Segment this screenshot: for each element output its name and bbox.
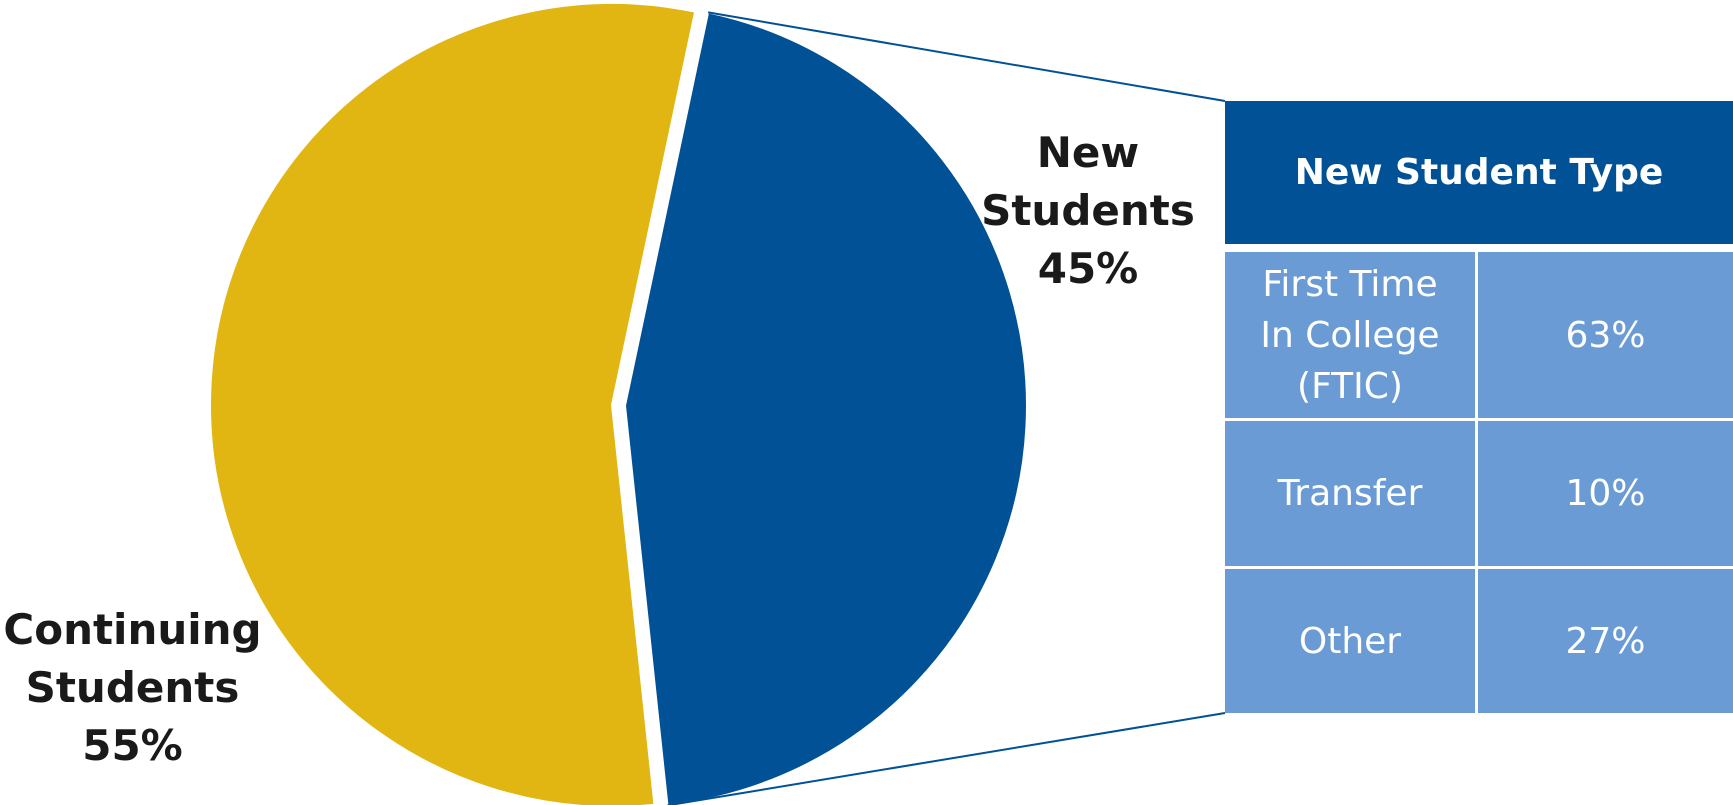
table-body: First Time In College (FTIC) 63% Transfe… bbox=[1225, 252, 1733, 713]
slice-label-continuing-line2: Students bbox=[25, 663, 240, 712]
type-line: First Time bbox=[1262, 263, 1438, 305]
table-cell-value: 27% bbox=[1478, 569, 1733, 713]
table-header: New Student Type bbox=[1225, 101, 1733, 244]
slice-label-continuing-line1: Continuing bbox=[3, 605, 262, 654]
slice-label-new-line1: New bbox=[1036, 128, 1140, 177]
type-line: In College bbox=[1260, 314, 1440, 356]
slice-value-new: 45% bbox=[1037, 244, 1139, 293]
table-cell-value: 63% bbox=[1478, 252, 1733, 418]
table-cell-type: First Time In College (FTIC) bbox=[1225, 252, 1475, 418]
type-line: (FTIC) bbox=[1297, 365, 1403, 407]
pie-slice-continuing-students bbox=[209, 2, 697, 805]
table-cell-value: 10% bbox=[1478, 421, 1733, 566]
table-row-transfer: Transfer 10% bbox=[1225, 421, 1733, 566]
slice-label-new-students: New Students 45% bbox=[968, 124, 1208, 298]
slice-value-continuing: 55% bbox=[82, 721, 183, 770]
connector-line-bottom bbox=[667, 712, 1226, 805]
table-row-other: Other 27% bbox=[1225, 569, 1733, 713]
table-cell-type: Other bbox=[1225, 569, 1475, 713]
slice-label-new-line2: Students bbox=[981, 186, 1195, 235]
table-cell-type: Transfer bbox=[1225, 421, 1475, 566]
new-student-type-table: New Student Type First Time In College (… bbox=[1225, 101, 1733, 713]
connector-line-top bbox=[707, 11, 1226, 102]
table-row-ftic: First Time In College (FTIC) 63% bbox=[1225, 252, 1733, 418]
pie-slice-new-students bbox=[623, 11, 1028, 805]
slice-label-continuing-students: Continuing Students 55% bbox=[0, 601, 265, 775]
